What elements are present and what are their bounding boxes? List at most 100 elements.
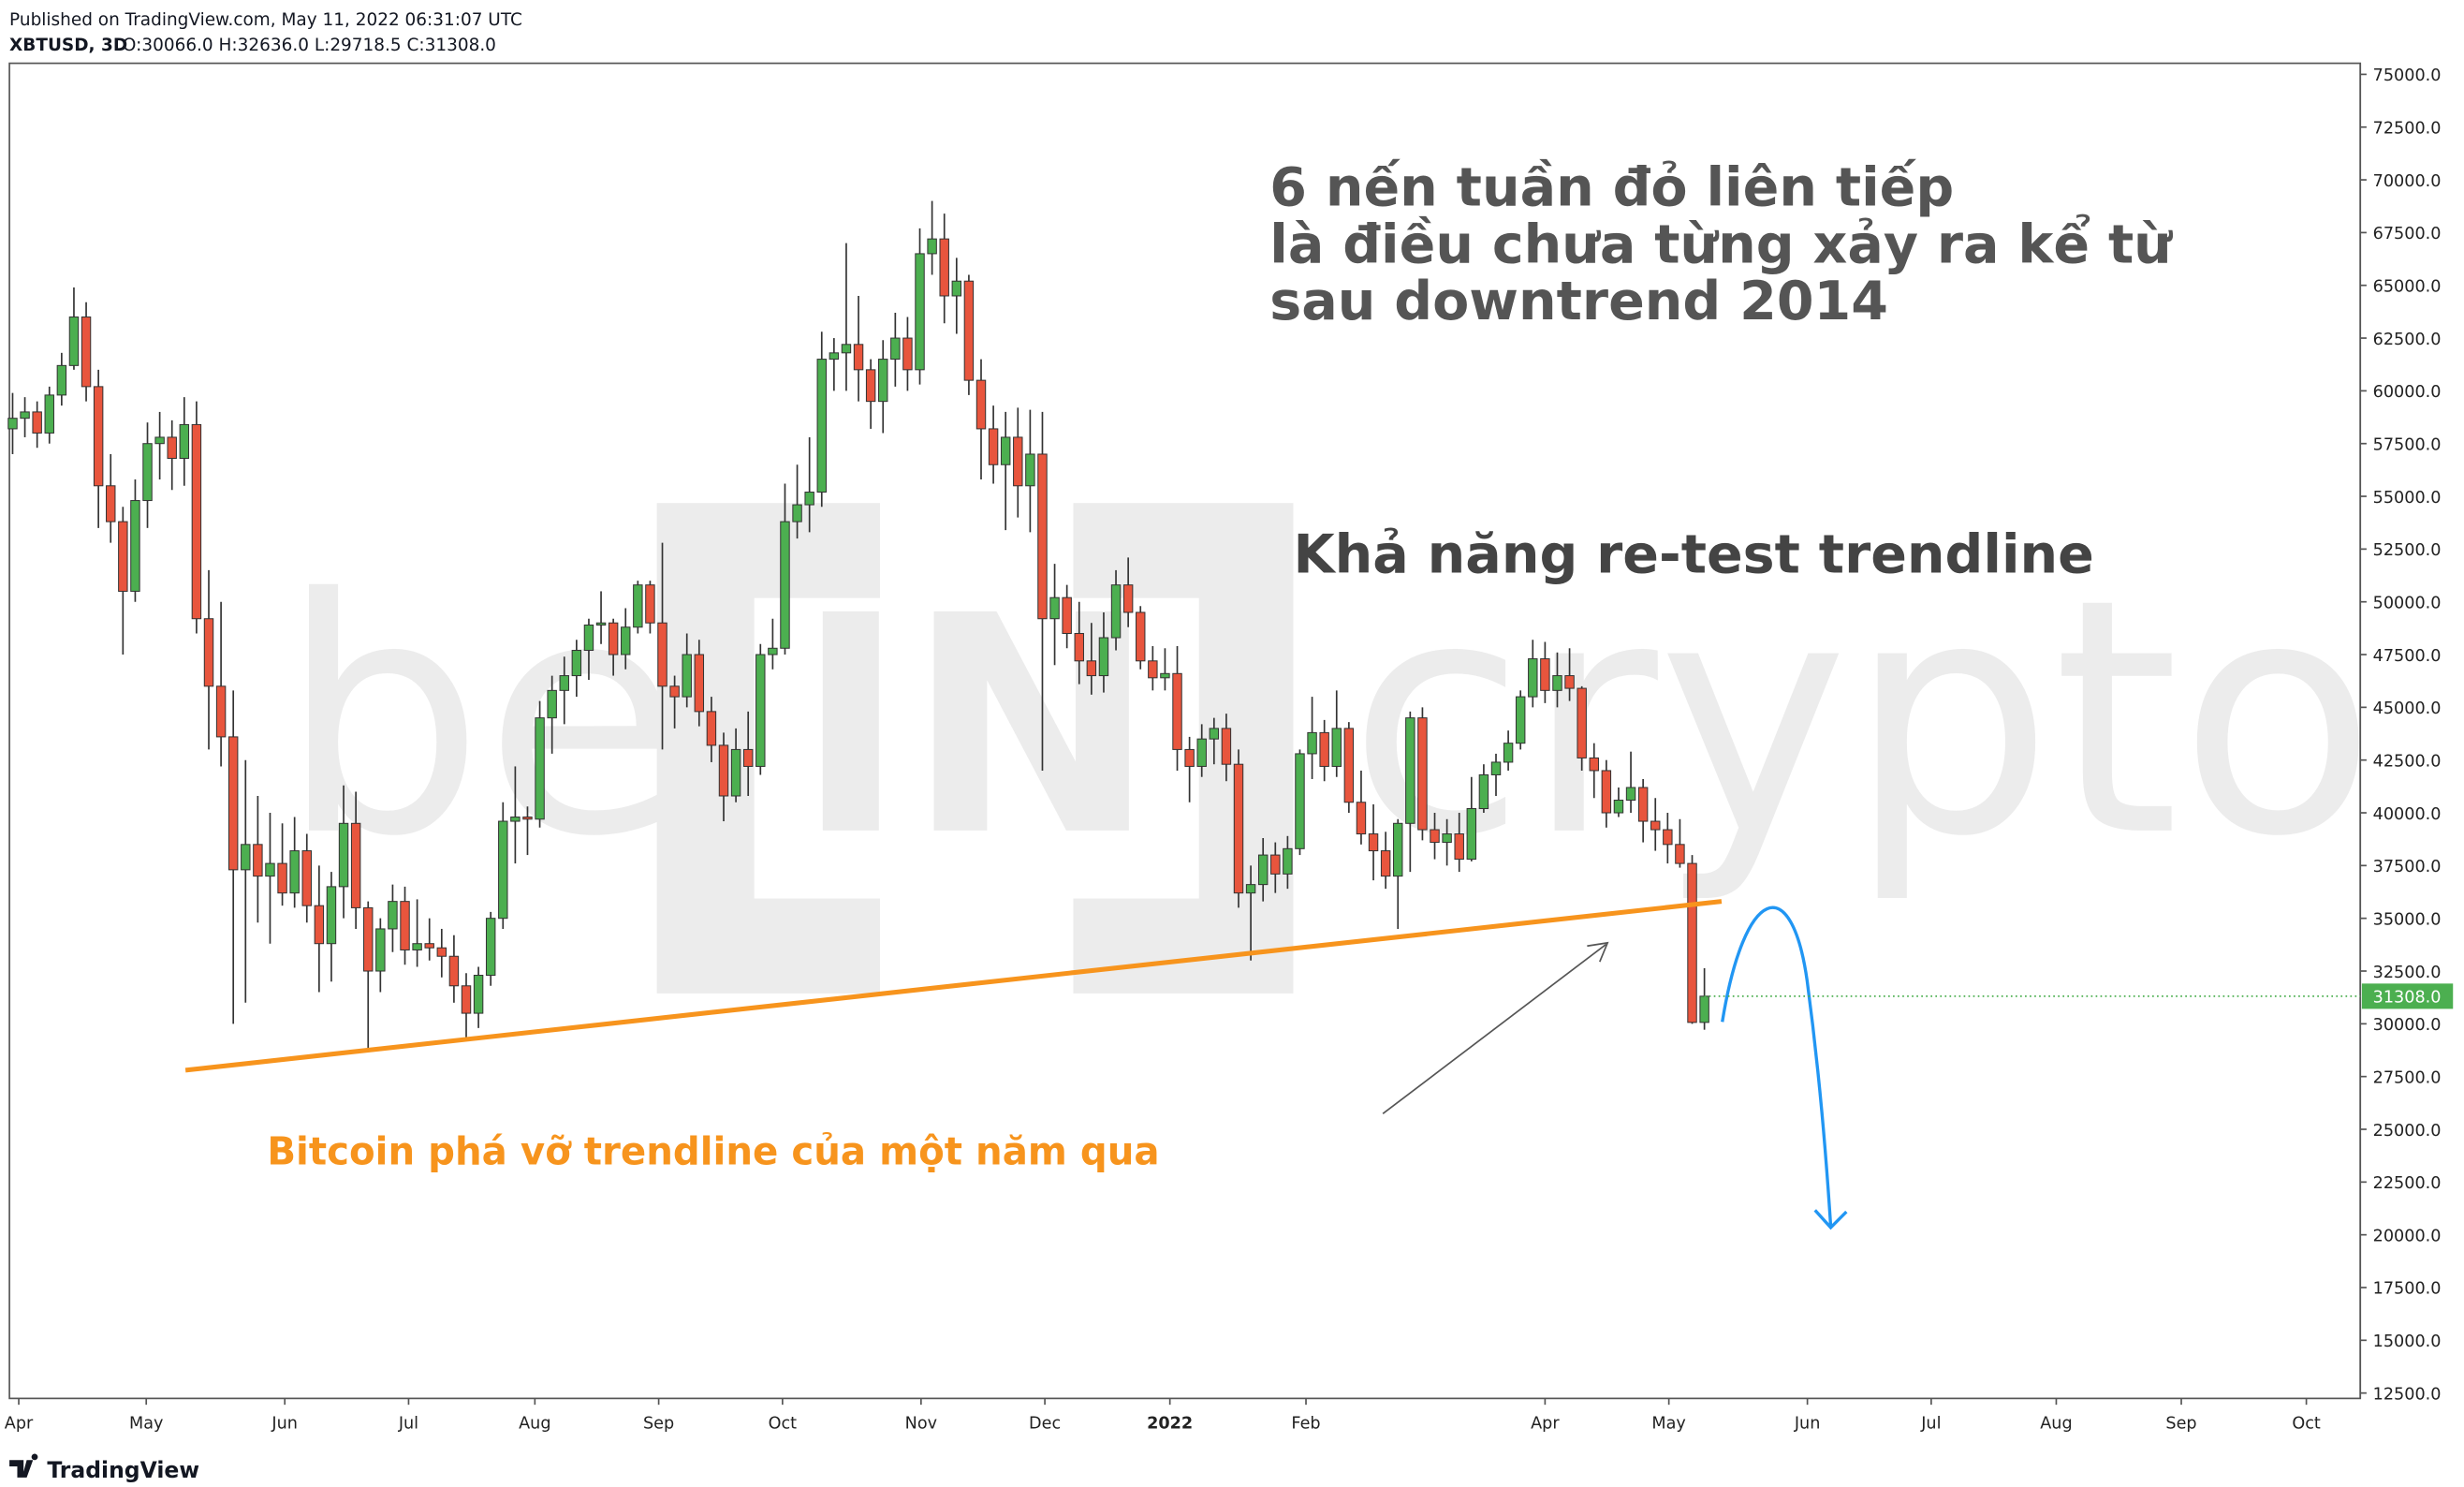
candle-body — [338, 822, 349, 888]
candle-body — [326, 886, 337, 945]
candle-body — [1454, 833, 1464, 861]
candle-body — [1136, 611, 1146, 662]
candle-body — [1319, 731, 1329, 767]
candle-body — [1122, 584, 1134, 613]
candle-body — [1025, 453, 1035, 487]
candle-body — [1343, 728, 1355, 803]
symbol: XBTUSD, 3D — [9, 36, 127, 55]
candle-body — [1196, 738, 1207, 767]
x-tick-label: Jun — [1794, 1414, 1821, 1433]
candle-body — [215, 685, 227, 738]
annotation: 6 nến tuần đỏ liên tiếp — [1269, 155, 1954, 218]
candle-body — [951, 280, 962, 297]
candle-body — [1233, 763, 1244, 894]
candle-body — [461, 985, 472, 1014]
candle-body — [1601, 770, 1612, 814]
candle-body — [535, 717, 545, 820]
x-tick-label: Oct — [2292, 1414, 2321, 1433]
candle-body — [1442, 833, 1452, 844]
candle-body — [1540, 658, 1550, 691]
y-tick-label: 15000.0 — [2373, 1332, 2442, 1351]
candle-body — [1037, 453, 1048, 620]
candle-body — [1245, 884, 1256, 894]
candle-body — [571, 650, 582, 677]
candle-body — [694, 654, 705, 713]
candle-body — [890, 337, 901, 361]
candle-body — [1148, 660, 1158, 679]
candle-body — [388, 901, 398, 930]
y-tick-label: 60000.0 — [2373, 383, 2442, 402]
candle-body — [253, 844, 263, 877]
candle-body — [1577, 687, 1587, 758]
candle-body — [1209, 728, 1220, 740]
candle-body — [1675, 844, 1685, 864]
y-tick-label: 37500.0 — [2373, 858, 2442, 876]
y-tick-label: 70000.0 — [2373, 172, 2442, 191]
candle-body — [412, 943, 422, 950]
arrow-head — [1587, 941, 1609, 963]
footer-logo — [9, 1453, 38, 1478]
candle-body — [1013, 436, 1023, 487]
candle-body — [1430, 829, 1440, 844]
candle-body — [792, 504, 802, 523]
candle-body — [829, 352, 840, 361]
candle-body — [780, 521, 790, 649]
candle-body — [1650, 820, 1661, 831]
candle-body — [448, 955, 460, 987]
candle-body — [265, 862, 275, 877]
candle-body — [621, 626, 631, 655]
candle-body — [1417, 717, 1428, 831]
candle-body — [142, 443, 153, 502]
y-tick-label: 35000.0 — [2373, 910, 2442, 929]
y-tick-label: 50000.0 — [2373, 594, 2442, 612]
candle-body — [1478, 773, 1489, 810]
candle-body — [1393, 822, 1403, 877]
candle-body — [314, 905, 325, 945]
candle-body — [130, 500, 140, 592]
candle-body — [559, 675, 569, 691]
published: Published on TradingView.com, May 11, 20… — [9, 10, 522, 30]
candle-body — [203, 618, 214, 687]
x-tick-label: Nov — [905, 1414, 937, 1433]
candle-body — [1589, 757, 1599, 772]
y-tick-label: 72500.0 — [2373, 119, 2442, 138]
x-tick-label: Oct — [769, 1414, 798, 1433]
watermark: be IN crypto — [280, 503, 2376, 994]
candle-body — [1160, 672, 1170, 679]
candle-body — [1172, 672, 1182, 750]
x-tick-label: Apr — [1531, 1414, 1560, 1433]
candle-body — [289, 850, 300, 894]
y-tick-label: 17500.0 — [2373, 1280, 2442, 1299]
y-tick-label: 47500.0 — [2373, 647, 2442, 666]
candle-body — [1184, 748, 1195, 767]
candle-body — [7, 418, 18, 430]
last-price-box — [2361, 983, 2454, 1009]
candle-body — [1528, 658, 1538, 698]
footer-text: TradingView — [47, 1457, 199, 1483]
x-tick-label: May — [129, 1414, 163, 1433]
candle-body — [1405, 717, 1415, 824]
y-tick-label: 52500.0 — [2373, 541, 2442, 560]
candles — [7, 200, 1709, 1050]
candle-body — [498, 820, 508, 920]
candle-body — [1663, 829, 1673, 846]
candle-body — [902, 337, 913, 371]
candle-body — [645, 584, 655, 624]
candle-body — [804, 492, 814, 506]
y-tick-label: 27500.0 — [2373, 1068, 2442, 1087]
annotation: là điều chưa từng xảy ra kể từ — [1269, 213, 2173, 275]
candle-body — [1466, 808, 1477, 861]
candle-body — [975, 379, 987, 430]
candle-body — [816, 359, 827, 493]
candle-body — [1257, 854, 1269, 886]
x-tick-label: Dec — [1029, 1414, 1061, 1433]
candle-body — [583, 624, 594, 652]
y-tick-label: 40000.0 — [2373, 805, 2442, 824]
candle-body — [436, 947, 447, 957]
y-tick-label: 67500.0 — [2373, 225, 2442, 243]
candle-body — [424, 943, 434, 949]
annotation: Khả năng re-test trendline — [1293, 523, 2093, 585]
candle-body — [1074, 632, 1084, 662]
x-tick-label: Aug — [2040, 1414, 2072, 1433]
candle-body — [841, 344, 852, 354]
